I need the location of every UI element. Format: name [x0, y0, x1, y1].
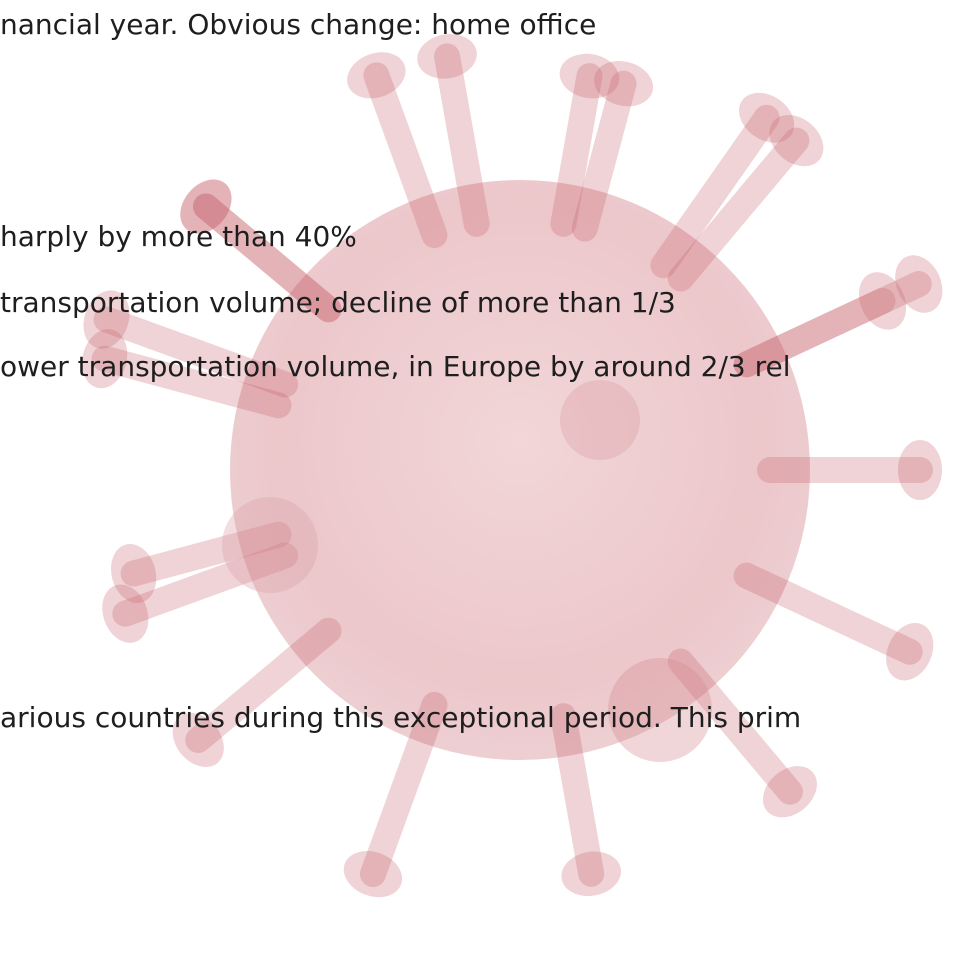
virus-body	[230, 180, 810, 760]
virus-spike-head	[877, 615, 942, 688]
virus-illustration	[0, 0, 954, 959]
virus-spike-head	[337, 843, 408, 905]
slide: nancial year. Obvious change: home offic…	[0, 0, 954, 959]
text-line: harply by more than 40%	[0, 220, 357, 254]
text-line: nancial year. Obvious change: home offic…	[0, 8, 596, 42]
virus-bulb	[560, 380, 640, 460]
virus-spike-head	[898, 440, 942, 500]
virus-bulb	[222, 497, 318, 593]
virus-spike-head	[341, 44, 412, 106]
virus-spike-head	[558, 847, 625, 901]
text-line: transportation volume; decline of more t…	[0, 286, 676, 320]
text-line: arious countries during this exceptional…	[0, 701, 801, 735]
text-line: ower transportation volume, in Europe by…	[0, 350, 791, 384]
